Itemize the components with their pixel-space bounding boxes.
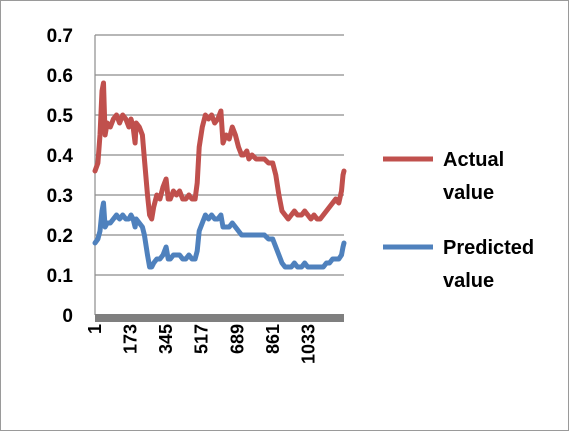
legend-label: Predicted value [443,237,534,292]
legend-label-line: Predicted [443,237,534,259]
legend-label-line: Actual [443,149,504,171]
x-tick-label: 345 [156,324,176,354]
y-tick-label: 0 [62,306,73,327]
y-tick-label: 0.7 [47,26,73,47]
y-tick-label: 0.5 [47,106,74,127]
series-line [92,80,347,222]
x-axis-line [95,314,344,322]
series-lines [92,80,347,270]
x-tick-label: 1033 [298,324,318,364]
y-tick-label: 0.2 [47,226,73,247]
legend-label-line: value [443,182,494,204]
y-tick-label: 0.6 [47,66,73,87]
x-tick-label: 1 [85,324,105,334]
x-tick-label: 689 [227,324,247,354]
legend-label-line: value [443,270,494,292]
axes [94,35,344,322]
y-tick-label: 0.1 [47,266,74,287]
y-tick-label: 0.3 [47,186,73,207]
gridlines [95,34,344,276]
y-tick-labels: 0 0.1 0.2 0.3 0.4 0.5 0.6 0.7 [47,26,74,327]
x-tick-labels: 1 173 345 517 689 861 1033 [85,324,318,364]
legend-label: Actual value [443,149,504,204]
x-tick-label: 517 [192,324,212,354]
legend: Actual value Predicted value [383,149,534,292]
x-tick-label: 861 [263,324,283,354]
series-line [92,200,347,270]
y-tick-label: 0.4 [47,146,74,167]
x-tick-label: 173 [121,324,141,354]
